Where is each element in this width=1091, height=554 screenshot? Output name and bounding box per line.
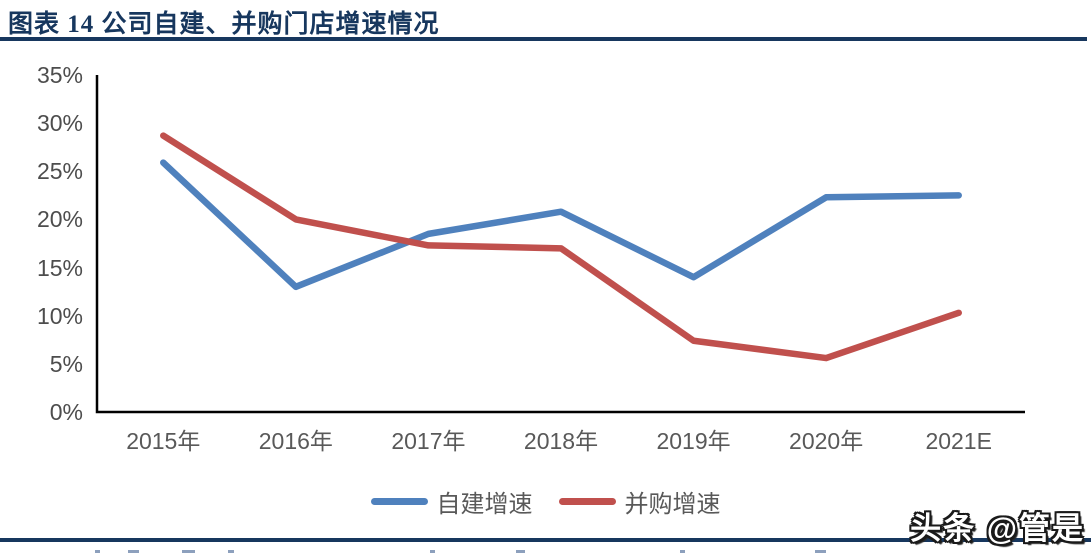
footer-rule — [0, 538, 1091, 542]
series-line-1 — [160, 132, 962, 362]
legend-label-1: 并购增速 — [624, 491, 721, 518]
chart-title: 图表 14 公司自建、并购门店增速情况 — [8, 11, 440, 38]
series-line-0 — [160, 159, 962, 291]
chart-legend: 自建增速 并购增速 — [0, 484, 1091, 519]
header-rule — [0, 37, 1087, 41]
y-tick-label: 15% — [36, 254, 83, 281]
x-tick-label: 2020年 — [789, 428, 864, 454]
x-tick-label: 2017年 — [391, 428, 466, 454]
legend-item-1: 并购增速 — [558, 484, 721, 519]
y-tick-label: 35% — [36, 62, 83, 88]
x-tick-label: 2015年 — [126, 428, 201, 454]
legend-label-0: 自建增速 — [436, 491, 533, 518]
y-tick-label: 10% — [36, 302, 83, 329]
x-tick-label: 2018年 — [523, 428, 599, 454]
axis-lines — [95, 75, 1025, 414]
legend-swatch-1 — [558, 498, 616, 505]
legend-item-0: 自建增速 — [370, 484, 533, 519]
x-tick-label: 2019年 — [656, 428, 731, 454]
x-tick-label: 2016年 — [258, 428, 333, 454]
x-tick-label: 2021E — [925, 428, 992, 454]
legend-swatch-0 — [370, 498, 428, 505]
chart-canvas — [95, 75, 1025, 414]
line-chart: 0% 5% 10% 15% 20% 25% 30% 35% 2015年 2016年 2017年 20… — [0, 50, 1091, 470]
y-tick-label: 0% — [49, 399, 83, 425]
y-tick-label: 5% — [49, 350, 83, 377]
watermark-text: 头条 @管是 — [910, 511, 1085, 546]
y-tick-label: 20% — [36, 206, 83, 233]
y-tick-label: 30% — [36, 110, 83, 137]
y-tick-label: 25% — [36, 158, 83, 185]
